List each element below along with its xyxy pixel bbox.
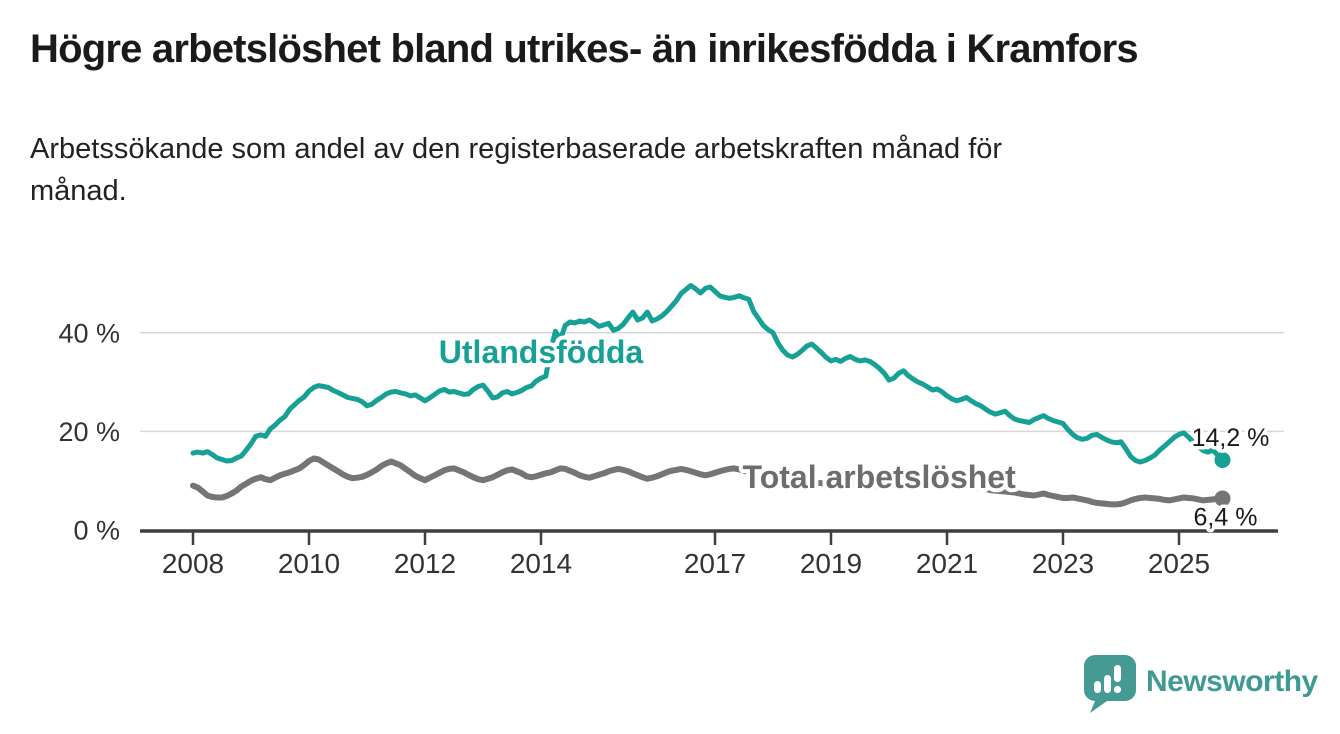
- end-dot-utlandsfodda: [1214, 451, 1231, 468]
- series-label-total-arbetsloshet: Total arbetslöshet: [743, 459, 1017, 495]
- end-value-label-utlandsfodda: 14,2 %: [1192, 424, 1270, 452]
- chart-subtitle-line1: Arbetssökande som andel av den registerb…: [30, 133, 1003, 165]
- chart-subtitle-line2: månad.: [30, 175, 127, 208]
- newsworthy-bubble-icon: [1084, 655, 1136, 713]
- logo-bar-medium: [1104, 675, 1111, 693]
- x-axis-label-2019: 2019: [800, 548, 862, 579]
- logo-wordmark: Newsworthy: [1146, 665, 1318, 698]
- series-label-utlandsfodda: Utlandsfödda: [439, 334, 644, 370]
- newsworthy-logo: Newsworthy: [1083, 653, 1333, 717]
- logo-exclamation-dot: [1113, 685, 1122, 694]
- end-value-label-total-arbetsloshet: 6,4 %: [1194, 503, 1258, 531]
- chart-subtitle: Arbetssökande som andel av den registerb…: [30, 128, 1230, 212]
- chart-title: Högre arbetslöshet bland utrikes- än inr…: [30, 27, 1139, 71]
- x-axis-label-2010: 2010: [278, 548, 340, 579]
- x-axis-label-2008: 2008: [162, 548, 224, 579]
- logo-exclamation-bar: [1114, 665, 1121, 682]
- y-axis-label-40: 40 %: [58, 318, 120, 348]
- y-axis-label-0: 0 %: [73, 516, 120, 546]
- logo-bar-small: [1094, 681, 1101, 693]
- x-axis-label-2025: 2025: [1148, 548, 1210, 579]
- x-axis-label-2017: 2017: [684, 548, 746, 579]
- series-line-utlandsfodda: [190, 283, 1225, 465]
- x-axis-label-2021: 2021: [916, 548, 978, 579]
- series-line-total-arbetsloshet: [190, 455, 1226, 508]
- y-axis-label-20: 20 %: [58, 417, 120, 447]
- end-dot-total-arbetsloshet: [1214, 490, 1231, 507]
- x-axis-label-2014: 2014: [510, 548, 572, 579]
- x-axis-label-2023: 2023: [1032, 548, 1094, 579]
- x-axis-label-2012: 2012: [394, 548, 456, 579]
